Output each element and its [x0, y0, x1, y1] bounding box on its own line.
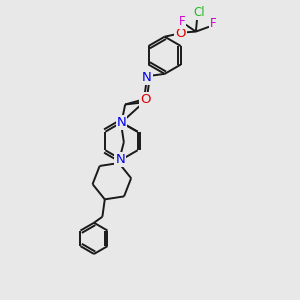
- Text: Cl: Cl: [193, 6, 205, 19]
- Text: O: O: [175, 27, 185, 40]
- Text: N: N: [142, 71, 152, 84]
- Text: O: O: [140, 94, 151, 106]
- Text: N: N: [117, 116, 126, 129]
- Text: F: F: [210, 17, 216, 30]
- Text: N: N: [116, 153, 125, 166]
- Text: F: F: [178, 15, 185, 28]
